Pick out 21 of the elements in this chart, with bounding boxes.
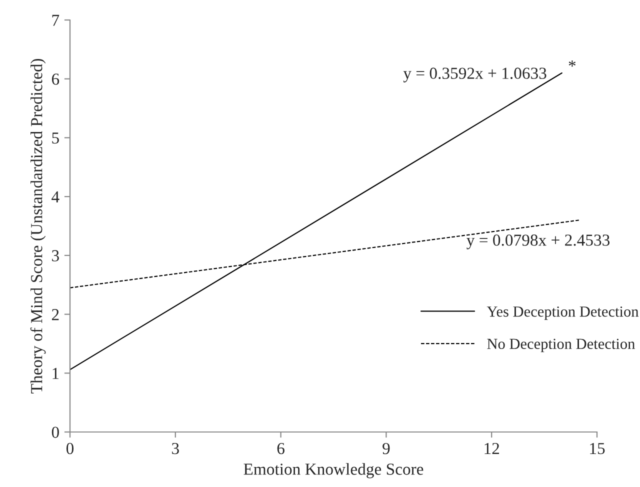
y-tick-label: 2 [52,309,59,320]
x-tick-label: 9 [382,442,390,454]
y-tick-label: 5 [52,132,59,144]
x-tick-label: 15 [590,442,605,454]
y-tick-label: 4 [52,191,60,202]
x-tick-label: 6 [277,442,284,454]
y-tick-label: 1 [52,368,59,379]
y-tick-label: 6 [52,74,60,85]
y-axis-title: Theory of Mind Score (Unstandardized Predicted) [30,58,46,394]
y-tick-label: 0 [52,426,59,438]
x-axis-title: Emotion Knowledge Score [244,463,424,478]
annotation: y = 0.3592x + 1.0633 [403,68,546,82]
x-tick-label: 3 [172,442,179,454]
legend-label: No Deception Detection [487,338,635,352]
legend-label: Yes Deception Detection [486,306,639,320]
y-tick-label: 3 [52,250,59,262]
x-tick-label: 0 [66,442,74,454]
y-tick-label: 7 [52,14,60,26]
annotation: y = 0.0798x + 2.4533 [466,234,610,250]
annotation: * [568,60,576,67]
x-tick-label: 12 [484,442,500,454]
